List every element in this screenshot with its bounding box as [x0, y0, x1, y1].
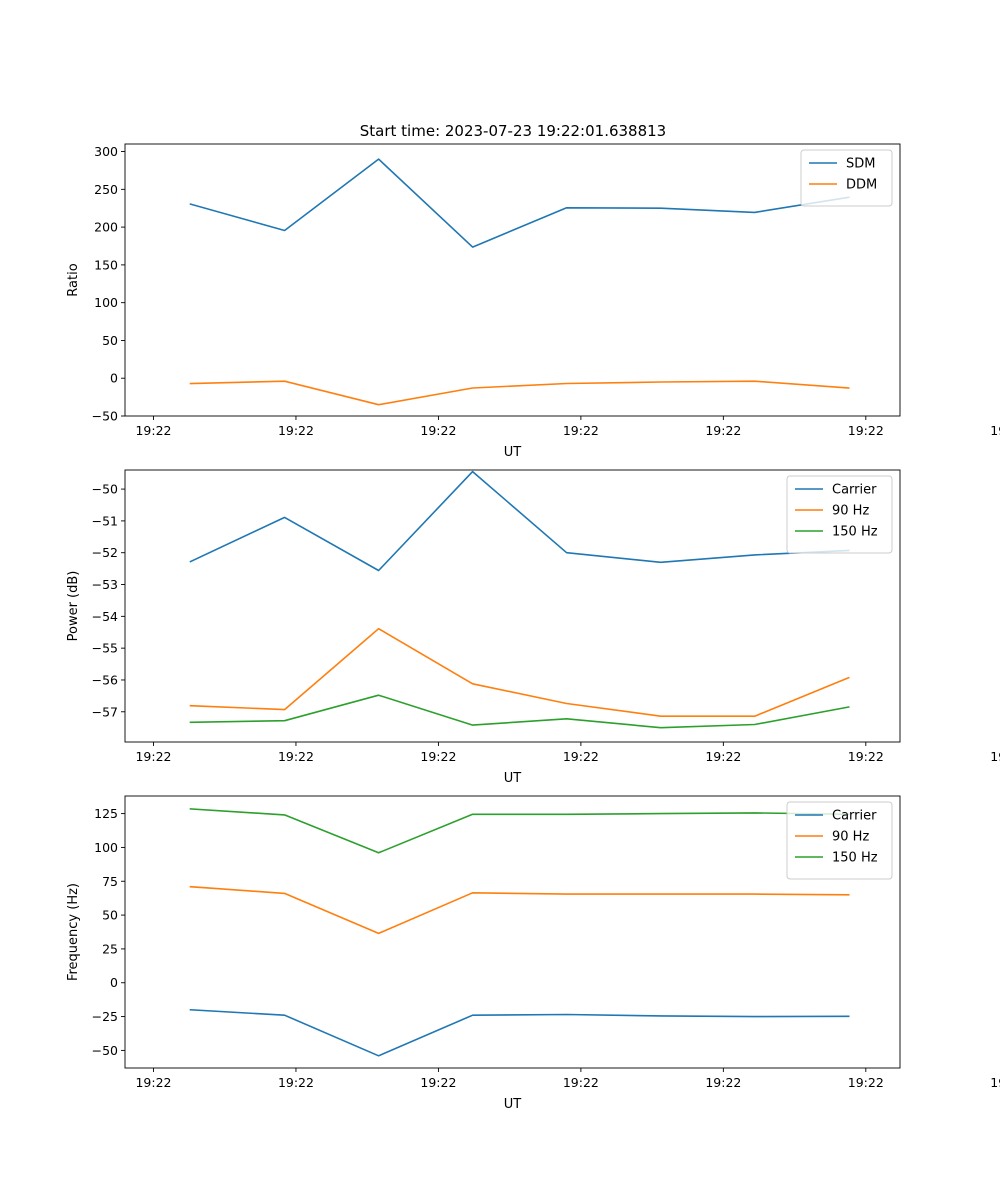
y-tick-label: 150: [94, 257, 118, 272]
series-line-sdm: [189, 158, 850, 248]
legend-box: [786, 801, 893, 880]
x-axis-label: UT: [504, 771, 522, 786]
x-tick-label: 19:22: [420, 749, 456, 764]
x-tick-label: 19:22: [135, 749, 171, 764]
x-tick-label: 19:22: [705, 1075, 741, 1090]
x-tick-label: 19:22: [848, 1075, 884, 1090]
series-line-carrier: [189, 1008, 850, 1057]
x-tick-label: 19:23: [990, 1075, 1000, 1090]
y-tick-label: 300: [94, 144, 118, 159]
x-tick-label: 19:22: [563, 1075, 599, 1090]
legend-label: 90 Hz: [832, 830, 869, 845]
legend: Carrier 90 Hz 150 Hz: [786, 475, 893, 554]
legend: SDM DDM: [800, 149, 893, 207]
y-tick-label: 0: [110, 371, 118, 386]
y-tick-label: 250: [94, 182, 118, 197]
y-tick-label: −50: [92, 482, 118, 497]
legend-box: [800, 149, 893, 207]
legend-label: 150 Hz: [832, 851, 878, 866]
series-line-ddm: [189, 380, 850, 406]
series-line-90-hz: [189, 627, 850, 718]
y-tick-label: −54: [92, 609, 118, 624]
x-tick-label: 19:22: [705, 749, 741, 764]
y-tick-label: −56: [92, 672, 118, 687]
x-tick-label: 19:22: [848, 423, 884, 438]
x-tick-label: 19:22: [848, 749, 884, 764]
charts-container: 19:22 19:22 19:22 19:22 19:22 19:22 19:23 −50 0 5…: [66, 143, 1000, 1112]
y-tick-label: −51: [92, 513, 118, 528]
y-axis-label: Frequency (Hz): [66, 883, 81, 981]
y-tick-label: −25: [92, 1009, 118, 1024]
chart-panel-2: 19:22 19:22 19:22 19:22 19:22 19:22 19:23 −57 −5…: [66, 469, 1000, 786]
chart-title: Start time: 2023-07-23 19:22:01.638813: [360, 122, 666, 140]
axes-frame: [124, 795, 901, 1069]
y-tick-label: 50: [102, 333, 118, 348]
legend-label: 90 Hz: [832, 504, 869, 519]
x-tick-label: 19:22: [563, 749, 599, 764]
y-axis-label: Ratio: [66, 263, 81, 296]
y-tick-label: 0: [110, 975, 118, 990]
legend: Carrier 90 Hz 150 Hz: [786, 801, 893, 880]
chart-panel-3: 19:22 19:22 19:22 19:22 19:22 19:22 19:23 −50 −2…: [66, 795, 1000, 1112]
y-axis-label: Power (dB): [66, 571, 81, 642]
y-tick-label: 125: [94, 806, 118, 821]
y-tick-label: 200: [94, 220, 118, 235]
y-tick-label: 50: [102, 908, 118, 923]
x-tick-label: 19:22: [278, 423, 314, 438]
y-tick-label: 75: [102, 874, 118, 889]
y-tick-label: 25: [102, 941, 118, 956]
y-tick-label: 100: [94, 295, 118, 310]
legend-box: [786, 475, 893, 554]
x-tick-label: 19:22: [420, 1075, 456, 1090]
y-tick-label: −50: [92, 409, 118, 424]
x-tick-label: 19:22: [278, 1075, 314, 1090]
y-tick-label: −57: [92, 704, 118, 719]
chart-panel-1: 19:22 19:22 19:22 19:22 19:22 19:22 19:23 −50 0 5…: [66, 143, 1000, 460]
y-tick-label: −55: [92, 641, 118, 656]
x-tick-label: 19:22: [135, 423, 171, 438]
x-tick-label: 19:22: [278, 749, 314, 764]
x-tick-label: 19:22: [563, 423, 599, 438]
legend-label: Carrier: [832, 483, 877, 498]
x-axis-label: UT: [504, 1097, 522, 1112]
x-tick-label: 19:22: [705, 423, 741, 438]
y-tick-label: −50: [92, 1043, 118, 1058]
y-tick-label: 100: [94, 840, 118, 855]
legend-label: Carrier: [832, 809, 877, 824]
axes-frame: [124, 143, 901, 417]
x-tick-label: 19:22: [420, 423, 456, 438]
axes-frame: [124, 469, 901, 743]
legend-label: DDM: [846, 178, 877, 193]
x-tick-label: 19:23: [990, 749, 1000, 764]
legend-label: SDM: [846, 157, 875, 172]
x-axis-label: UT: [504, 445, 522, 460]
x-tick-label: 19:22: [135, 1075, 171, 1090]
legend-label: 150 Hz: [832, 525, 878, 540]
x-tick-label: 19:23: [990, 423, 1000, 438]
series-line-carrier: [189, 470, 850, 572]
y-tick-label: −53: [92, 577, 118, 592]
series-line-150-hz: [189, 694, 850, 729]
series-line-90-hz: [189, 885, 850, 935]
series-line-150-hz: [189, 808, 850, 854]
y-tick-label: −52: [92, 545, 118, 560]
